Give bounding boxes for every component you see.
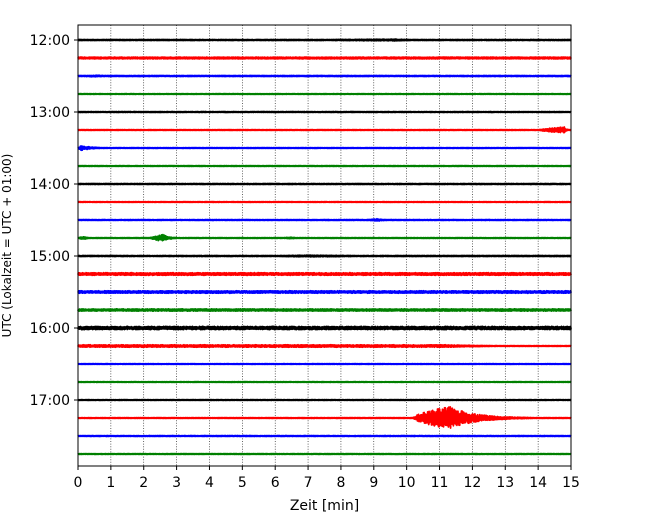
trace-1445 (77, 233, 572, 242)
trace-1215 (77, 56, 572, 60)
trace-1500 (77, 254, 572, 258)
trace-1330 (77, 145, 572, 152)
x-tick-label: 14 (529, 475, 547, 491)
trace-1715 (77, 405, 572, 429)
trace-1745 (77, 452, 572, 456)
trace-1430 (77, 217, 572, 222)
trace-1200 (77, 38, 572, 42)
x-tick-label: 7 (304, 475, 313, 491)
y-tick-label: 14:00 (30, 177, 70, 193)
x-tick-label: 8 (336, 475, 345, 491)
plot-area (78, 25, 571, 466)
y-tick-label: 16:00 (30, 321, 70, 337)
x-tick-label: 6 (271, 475, 280, 491)
trace-1245 (77, 92, 572, 96)
trace-1600 (77, 325, 572, 331)
y-axis: 12:00 13:00 14:00 15:00 16:00 17:00 (30, 33, 78, 409)
x-tick-label: 0 (74, 475, 83, 491)
x-tick-label: 13 (496, 475, 514, 491)
plot-border (77, 24, 572, 467)
y-tick-label: 15:00 (30, 249, 70, 265)
x-tick-label: 1 (106, 475, 115, 491)
trace-1230 (77, 74, 572, 78)
x-tick-label: 5 (238, 475, 247, 491)
trace-1545 (77, 308, 572, 312)
x-tick-label: 2 (139, 475, 148, 491)
trace-1345 (77, 164, 572, 168)
vertical-grid (110, 25, 539, 466)
trace-1730 (77, 434, 572, 438)
trace-1315 (77, 126, 572, 134)
trace-1530 (77, 289, 572, 295)
x-tick-label: 10 (398, 475, 416, 491)
trace-1630 (77, 362, 572, 366)
trace-group (77, 38, 572, 456)
trace-1415 (77, 200, 572, 204)
trace-1400 (77, 182, 572, 186)
x-tick-label: 3 (172, 475, 181, 491)
x-tick-label: 15 (562, 475, 580, 491)
trace-1515 (77, 271, 572, 277)
trace-1700 (77, 398, 572, 402)
y-axis-label: UTC (Lokalzeit = UTC + 01:00) (0, 154, 14, 338)
trace-1300 (77, 110, 572, 114)
y-tick-label: 13:00 (30, 105, 70, 121)
x-tick-label: 4 (205, 475, 214, 491)
trace-1615 (77, 343, 572, 349)
x-tick-label: 12 (463, 475, 481, 491)
x-axis-label: Zeit [min] (290, 498, 359, 514)
x-tick-label: 9 (369, 475, 378, 491)
x-tick-label: 11 (431, 475, 449, 491)
y-tick-label: 12:00 (30, 33, 70, 49)
x-axis: 0 1 2 3 4 5 6 7 8 9 10 11 12 13 14 15 (74, 466, 580, 491)
y-tick-label: 17:00 (30, 393, 70, 409)
trace-1645 (77, 380, 572, 384)
